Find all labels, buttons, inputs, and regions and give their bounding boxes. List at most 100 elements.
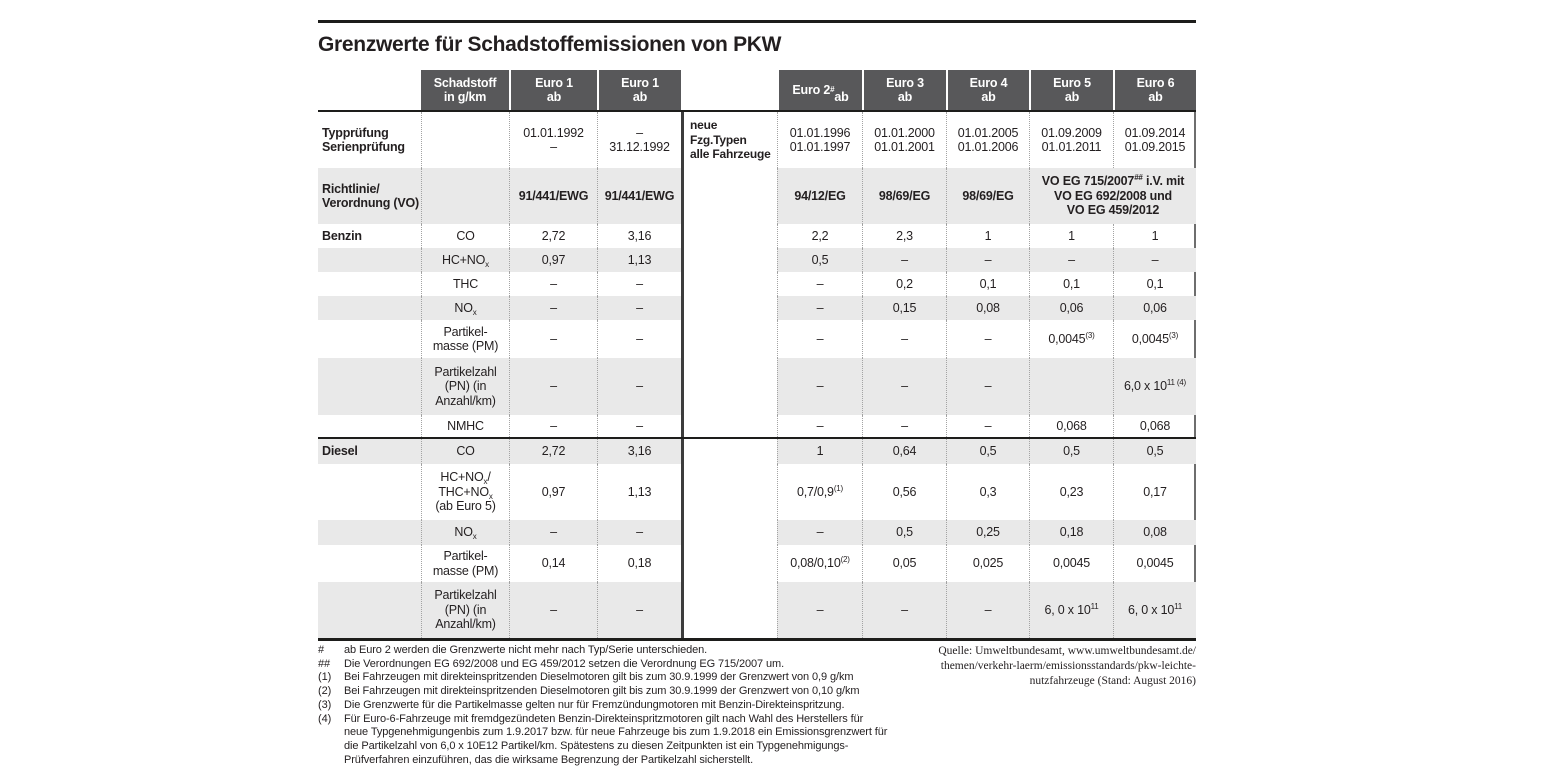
table-row: Typprüfung Serienprüfung 01.01.1992– –31.12… [318, 112, 1194, 168]
table-cell: 0,56 [862, 464, 946, 520]
table-cell [1029, 358, 1113, 415]
table-cell: 0,18 [597, 545, 681, 582]
table-cell: 2,72 [509, 224, 597, 248]
row-label [318, 320, 421, 358]
table-cell: – [862, 415, 946, 437]
cell-text: 0,5 [979, 444, 997, 459]
table-cell: – [862, 582, 946, 638]
cell-text: Typprüfung Serienprüfung [322, 125, 405, 155]
table-row: Benzin CO 2,72 3,16 2,2 2,3 1 1 1 [318, 224, 1194, 248]
table-cell: – [509, 272, 597, 296]
cell-text: 98/69/EG [962, 188, 1014, 203]
table-row: Partikel-masse (PM) – – – – – 0,0045(3) 0,0045(… [318, 320, 1194, 358]
table-cell: 0,17 [1113, 464, 1196, 520]
table-cell: 0,025 [946, 545, 1029, 582]
cell-text: Partikelzahl (PN) (in Anzahl/km) [434, 588, 497, 632]
cell-text: 3,16 [627, 444, 652, 459]
footnote: (3) Die Grenzwerte für die Partikelmasse … [318, 699, 890, 713]
table-cell: 0,0045 [1113, 545, 1196, 582]
cell-text: – [1068, 252, 1075, 267]
cell-text: 01.01.1996 01.01.1997 [789, 125, 851, 155]
footnote-text: Bei Fahrzeugen mit direkteinspritzenden … [344, 671, 854, 684]
table-cell: 6,0 x 1011 (4) [1113, 358, 1196, 415]
table-cell: 0,0045(3) [1029, 320, 1113, 358]
table-cell: – [777, 358, 862, 415]
cell-text: – [984, 602, 992, 617]
table-cell [681, 296, 777, 320]
cell-text: 1,13 [627, 484, 652, 499]
cell-text: 0,08 [1143, 525, 1167, 540]
cell-text: 0,97 [541, 252, 566, 267]
footnote: (2) Bei Fahrzeugen mit direkteinspritzend… [318, 685, 890, 699]
table-cell [681, 415, 777, 437]
table-cell: CO [421, 224, 509, 248]
cell-text: – [901, 379, 908, 394]
table-cell: – [862, 248, 946, 272]
table-cell: –31.12.1992 [597, 112, 681, 168]
table-cell: – [777, 320, 862, 358]
footnote-text: Die Grenzwerte für die Partikelmasse gel… [344, 698, 845, 711]
cell-text: – [984, 379, 992, 394]
cell-text: neue Fzg.Typen alle Fahrzeuge [690, 118, 771, 162]
footnote-marker: # [318, 644, 325, 656]
cell-text: Richtlinie/Verordnung (VO) [322, 181, 420, 211]
table-cell: 0,25 [946, 520, 1029, 545]
cell-text: – [636, 276, 643, 291]
table-cell: THC [421, 272, 509, 296]
header-gap [318, 70, 421, 110]
table-cell: – [597, 272, 681, 296]
row-label [318, 464, 421, 520]
cell-text: 2,72 [541, 444, 566, 459]
cell-text: 0,08 [976, 300, 1000, 315]
cell-text: 0,05 [892, 556, 917, 571]
table-cell: 01.01.1996 01.01.1997 [777, 112, 862, 168]
cell-text: – [636, 300, 643, 315]
table-body: Typprüfung Serienprüfung 01.01.1992– –31.12… [318, 112, 1196, 638]
table-cell: 0,1 [946, 272, 1029, 296]
table-cell: 0,05 [862, 545, 946, 582]
footnote-marker: (3) [318, 698, 332, 711]
table-cell: 0,97 [509, 464, 597, 520]
table-cell [681, 272, 777, 296]
table-cell: – [1113, 248, 1196, 272]
cell-text: – [550, 602, 557, 617]
cell-text: HC+NOx [442, 252, 489, 269]
table-cell: 0,08 [1113, 520, 1196, 545]
cell-text: – [636, 418, 643, 433]
cell-text: 0,25 [976, 525, 1000, 540]
table-cell: 0,5 [1029, 439, 1113, 464]
table-row: HC+NOx 0,97 1,13 0,5 – – – – [318, 248, 1196, 272]
top-rule [318, 20, 1196, 23]
cell-text: 0,18 [1059, 525, 1084, 540]
header-cell: Schadstoff in g/km [421, 70, 509, 110]
table-cell [681, 320, 777, 358]
cell-text: NMHC [447, 418, 484, 433]
table-cell: 0,0045(3) [1113, 320, 1196, 358]
table-cell: 0,5 [946, 439, 1029, 464]
cell-text: 0,56 [892, 484, 917, 499]
cell-text: 1 [984, 228, 992, 243]
table-cell: – [777, 296, 862, 320]
table-cell: – [597, 520, 681, 545]
cell-text: – [636, 602, 643, 617]
table-cell: – [777, 520, 862, 545]
cell-text: – [550, 276, 557, 291]
table-cell: – [597, 296, 681, 320]
table-cell: 98/69/EG [946, 168, 1029, 224]
table-cell [421, 168, 509, 224]
footnote: (4) Für Euro-6-Fahrzeuge mit fremdgezünde… [318, 713, 890, 768]
table-cell: 0,06 [1113, 296, 1196, 320]
cell-text: – [901, 418, 908, 433]
table-cell: – [946, 248, 1029, 272]
table-cell: – [946, 415, 1029, 437]
table-cell: – [946, 582, 1029, 638]
table-row: NOx – – – 0,15 0,08 0,06 0,06 [318, 296, 1196, 320]
cell-text: 0,18 [627, 556, 652, 571]
footnote: (1) Bei Fahrzeugen mit direkteinspritzend… [318, 671, 890, 685]
cell-text: – [816, 276, 824, 291]
table-cell [681, 224, 777, 248]
table-row: Partikel-masse (PM) 0,14 0,18 0,08/0,10(2) 0… [318, 545, 1194, 582]
table-cell: 0,7/0,9(1) [777, 464, 862, 520]
cell-text: 6,0 x 1011 (4) [1124, 378, 1186, 394]
